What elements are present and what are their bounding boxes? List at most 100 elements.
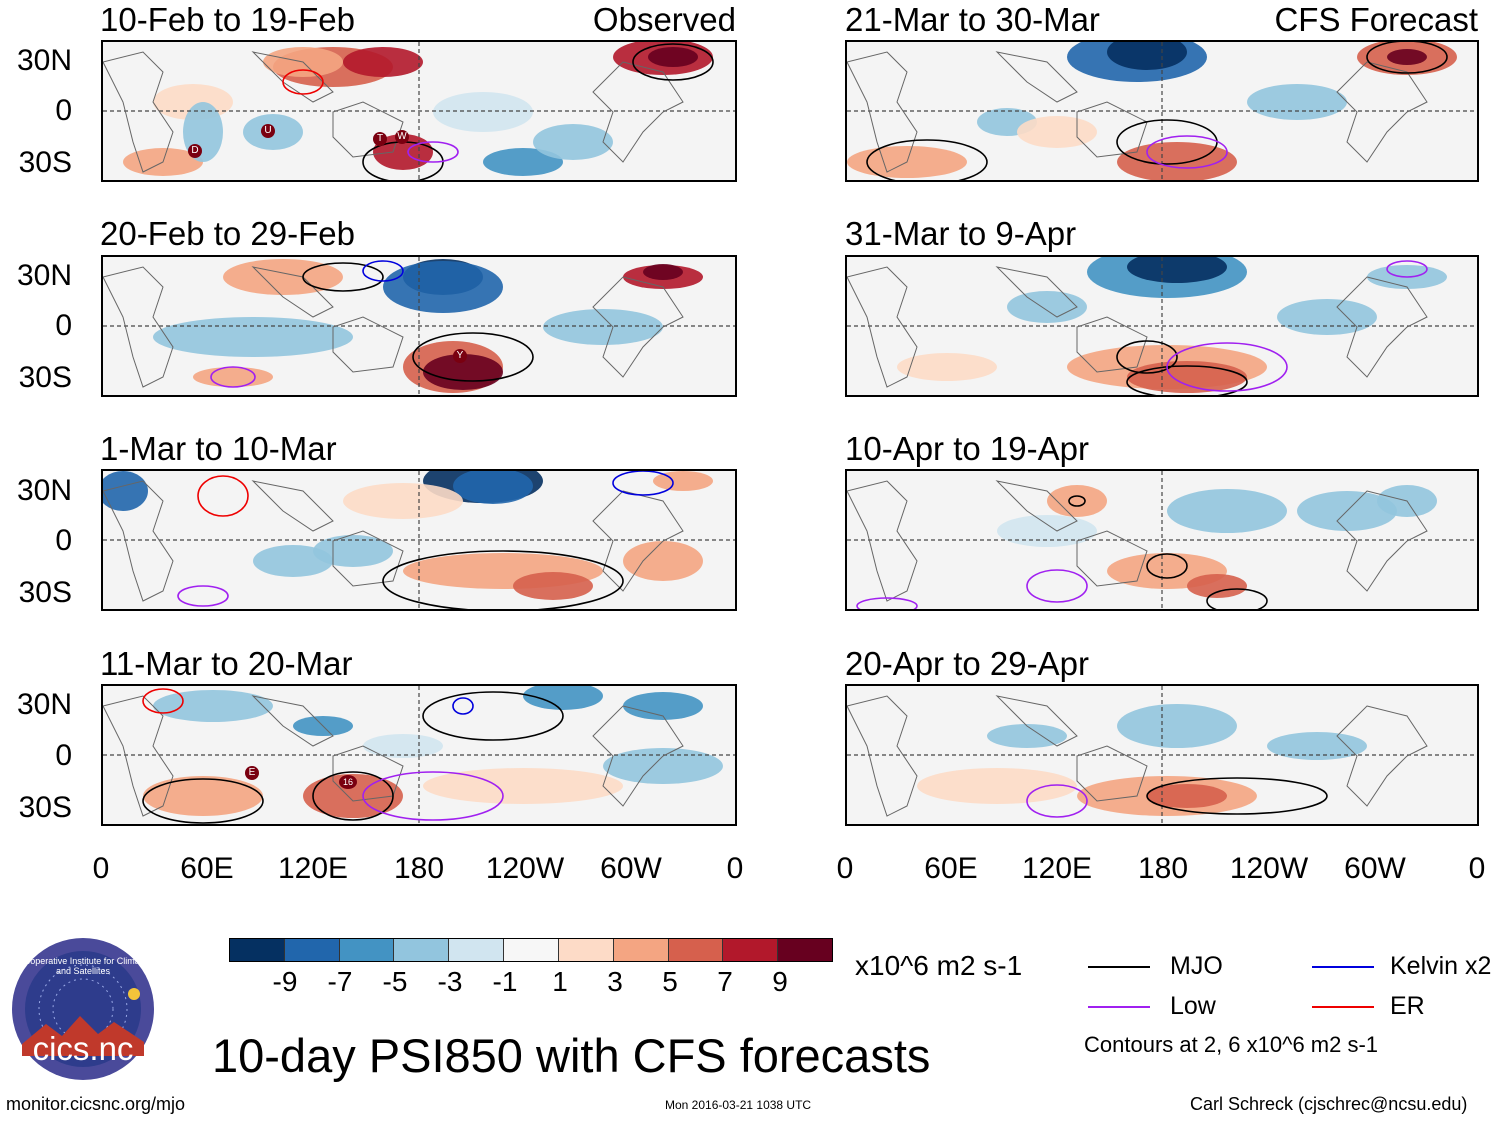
anomaly-blob <box>1117 704 1237 748</box>
colorbar-cell <box>778 939 832 961</box>
legend-mjo-line <box>1088 966 1150 968</box>
contour-line <box>1166 342 1288 392</box>
coastline <box>847 51 1428 173</box>
legend-low-line <box>1088 1006 1150 1008</box>
contour-line <box>177 585 229 607</box>
storm-marker: D <box>188 144 202 158</box>
lat-label-30n: 30N <box>16 474 72 507</box>
colorbar-cell <box>230 939 285 961</box>
anomaly-blob <box>1387 49 1427 65</box>
storm-marker: Y <box>453 349 467 363</box>
map-panel-8 <box>845 684 1479 826</box>
contour-line <box>407 141 459 163</box>
coastline <box>103 480 684 602</box>
colorbar-label: -5 <box>382 966 408 997</box>
lon-label: 120E <box>277 852 349 885</box>
anomaly-blob <box>483 148 563 176</box>
lat-label-30n: 30N <box>16 44 72 77</box>
panel-tag-observed: Observed <box>592 1 736 38</box>
colorbar-label: -9 <box>272 966 298 997</box>
anomaly-blob <box>1127 361 1247 393</box>
colorbar-units: x10^6 m2 s-1 <box>855 950 1023 981</box>
contour-line <box>1146 777 1328 815</box>
coastline <box>103 51 684 173</box>
anomaly-blob <box>1047 485 1107 517</box>
lon-label: 0 <box>92 852 110 885</box>
legend-low-label: Low <box>1170 992 1216 1020</box>
coastline <box>847 695 1428 817</box>
colorbar-cell <box>558 939 614 961</box>
contour-line <box>1386 260 1428 278</box>
colorbar-cell <box>668 939 724 961</box>
contour-line <box>1146 135 1228 169</box>
coastline <box>847 480 1428 602</box>
contour-line <box>856 597 918 609</box>
lon-label: 120E <box>1021 852 1093 885</box>
lon-label: 0 <box>836 852 854 885</box>
anomaly-blob <box>897 353 997 381</box>
colorbar-label: -3 <box>437 966 463 997</box>
colorbar-cell <box>339 939 395 961</box>
panel-title-8: 20-Apr to 29-Apr <box>845 645 1089 682</box>
lon-label: 120W <box>1229 852 1309 885</box>
contour-line <box>866 139 988 180</box>
lon-label: 60W <box>600 852 662 885</box>
contour-line <box>1068 495 1086 507</box>
contour-line <box>312 771 394 821</box>
map-panel-2 <box>101 255 737 397</box>
anomaly-blob <box>533 124 613 160</box>
anomaly-field <box>917 704 1367 816</box>
map-panel-5 <box>845 40 1479 182</box>
coastline <box>103 695 684 817</box>
anomaly-blob <box>648 47 698 67</box>
contour-line <box>632 43 714 81</box>
anomaly-blob <box>603 748 723 784</box>
anomaly-blob <box>623 692 703 720</box>
storm-marker: E <box>245 766 259 780</box>
lon-label: 180 <box>1137 852 1189 885</box>
colorbar-cell <box>613 939 669 961</box>
footer-url[interactable]: monitor.cicsnc.org/mjo <box>6 1094 186 1114</box>
anomaly-blob <box>523 686 603 710</box>
colorbar-cell <box>723 939 779 961</box>
contour-line <box>1146 553 1188 579</box>
lat-label-30s: 30S <box>18 576 72 609</box>
anomaly-blob <box>1167 489 1287 533</box>
lon-label: 120W <box>485 852 565 885</box>
contour-line <box>452 697 474 715</box>
storm-marker: W <box>395 130 409 144</box>
colorbar-label: 1 <box>552 966 568 997</box>
colorbar-label: 5 <box>662 966 678 997</box>
panel-title-3: 1-Mar to 10-Mar <box>100 430 337 467</box>
footer-timestamp: Mon 2016-03-21 1038 UTC <box>665 1098 812 1112</box>
lat-label-eq: 0 <box>55 524 72 557</box>
panel-tag-forecast: CFS Forecast <box>1274 1 1478 38</box>
panel-title-1: 10-Feb to 19-Feb <box>100 1 355 38</box>
anomaly-field <box>897 257 1447 393</box>
storm-marker: 16 <box>339 775 357 789</box>
anomaly-blob <box>1017 116 1097 148</box>
contour-line <box>1116 340 1178 374</box>
contour-line <box>1366 42 1448 74</box>
anomaly-blob <box>1247 84 1347 120</box>
anomaly-field <box>143 686 723 818</box>
lat-label-eq: 0 <box>55 94 72 127</box>
lat-label-eq: 0 <box>55 739 72 772</box>
colorbar-label: 9 <box>772 966 788 997</box>
contour-line <box>302 262 384 292</box>
anomaly-blob <box>453 471 533 504</box>
colorbar-label: -7 <box>327 966 353 997</box>
colorbar-label: 7 <box>717 966 733 997</box>
contour-line <box>1026 569 1088 603</box>
lon-label: 60E <box>924 852 978 885</box>
anomaly-blob <box>543 309 663 345</box>
colorbar <box>229 938 833 962</box>
lat-label-eq: 0 <box>55 309 72 342</box>
lon-label: 0 <box>1468 852 1486 885</box>
contour-line <box>142 778 264 824</box>
anomaly-blob <box>143 776 263 816</box>
anomaly-blob <box>1147 784 1227 808</box>
anomaly-blob <box>1127 257 1227 283</box>
legend-er-label: ER <box>1390 992 1425 1020</box>
legend-contours-note: Contours at 2, 6 x10^6 m2 s-1 <box>1084 1032 1379 1057</box>
